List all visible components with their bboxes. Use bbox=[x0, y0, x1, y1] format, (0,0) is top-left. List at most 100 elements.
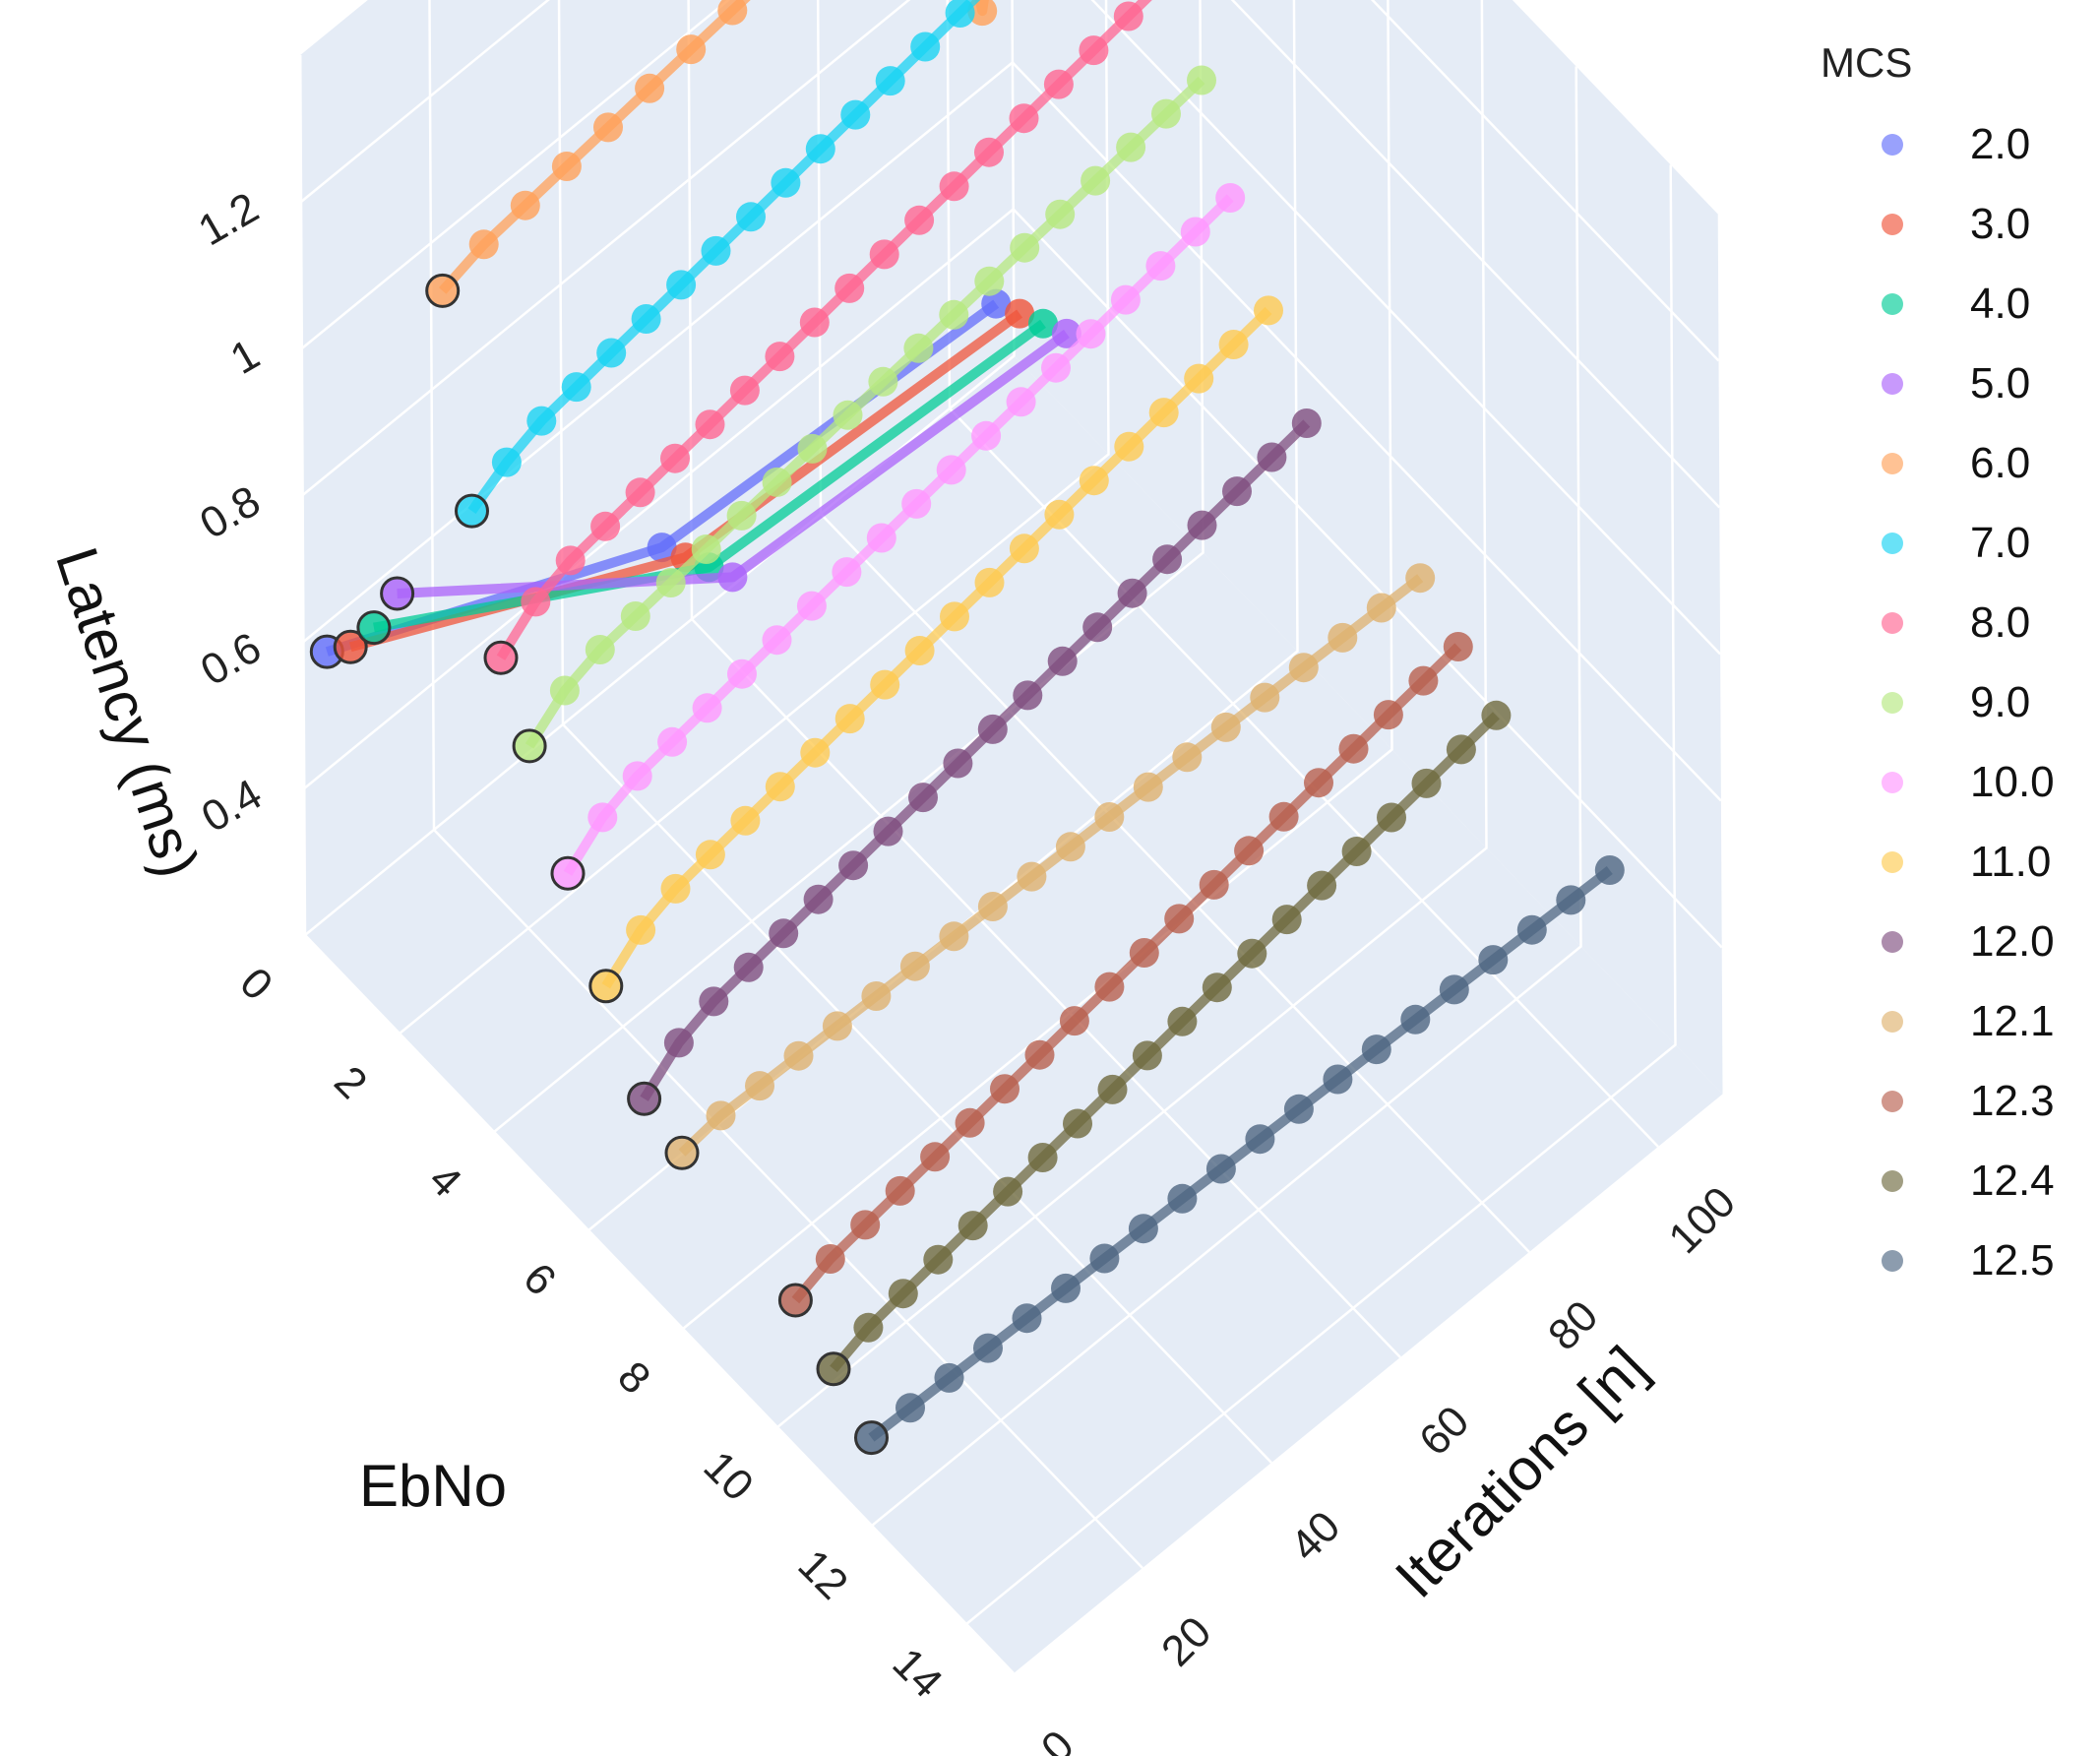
data-point[interactable] bbox=[870, 669, 900, 700]
data-point[interactable] bbox=[1005, 298, 1035, 329]
data-point[interactable] bbox=[1012, 1303, 1042, 1334]
data-point[interactable] bbox=[657, 726, 688, 757]
data-point[interactable] bbox=[974, 567, 1005, 597]
data-point[interactable] bbox=[1079, 466, 1109, 496]
data-point[interactable] bbox=[336, 632, 366, 662]
data-point[interactable] bbox=[1116, 132, 1146, 162]
data-point[interactable] bbox=[1439, 974, 1469, 1005]
data-point[interactable] bbox=[815, 1244, 845, 1274]
data-point[interactable] bbox=[888, 1279, 918, 1309]
data-point[interactable] bbox=[1132, 1040, 1162, 1071]
data-point[interactable] bbox=[1210, 712, 1241, 742]
data-point[interactable] bbox=[635, 73, 665, 103]
data-point[interactable] bbox=[1366, 593, 1396, 623]
data-point[interactable] bbox=[1215, 183, 1246, 213]
data-point[interactable] bbox=[666, 270, 697, 300]
data-point[interactable] bbox=[691, 534, 721, 564]
data-point[interactable] bbox=[1257, 442, 1287, 472]
data-point[interactable] bbox=[885, 1175, 915, 1206]
data-point[interactable] bbox=[920, 1142, 951, 1172]
data-point[interactable] bbox=[875, 66, 905, 96]
data-point[interactable] bbox=[940, 601, 969, 632]
data-point[interactable] bbox=[717, 562, 748, 593]
data-point[interactable] bbox=[427, 276, 458, 306]
data-point[interactable] bbox=[819, 1353, 848, 1384]
data-point[interactable] bbox=[717, 0, 748, 26]
data-point[interactable] bbox=[1443, 632, 1473, 661]
data-point[interactable] bbox=[990, 1074, 1019, 1104]
data-point[interactable] bbox=[1097, 1074, 1128, 1104]
data-point[interactable] bbox=[799, 307, 830, 338]
data-point[interactable] bbox=[1045, 199, 1076, 229]
data-point[interactable] bbox=[780, 1286, 811, 1315]
data-point[interactable] bbox=[993, 1176, 1023, 1207]
data-point[interactable] bbox=[1481, 700, 1512, 730]
data-point[interactable] bbox=[1017, 861, 1047, 892]
data-point[interactable] bbox=[1167, 1006, 1198, 1036]
data-point[interactable] bbox=[1218, 330, 1249, 359]
data-point[interactable] bbox=[1129, 938, 1159, 968]
data-point[interactable] bbox=[945, 0, 975, 28]
data-point[interactable] bbox=[1304, 768, 1333, 798]
data-point[interactable] bbox=[1187, 510, 1217, 540]
data-point[interactable] bbox=[1047, 646, 1078, 676]
data-point[interactable] bbox=[515, 730, 545, 761]
data-point[interactable] bbox=[551, 152, 582, 181]
data-point[interactable] bbox=[1288, 653, 1319, 683]
data-point[interactable] bbox=[1089, 1243, 1120, 1274]
data-point[interactable] bbox=[769, 918, 799, 949]
data-point[interactable] bbox=[869, 239, 899, 270]
data-point[interactable] bbox=[1013, 680, 1043, 711]
data-point[interactable] bbox=[625, 477, 655, 508]
data-point[interactable] bbox=[620, 601, 650, 631]
data-point[interactable] bbox=[1271, 905, 1302, 935]
data-point[interactable] bbox=[745, 1071, 774, 1101]
legend-item[interactable]: 9.0 bbox=[1821, 662, 2096, 742]
data-point[interactable] bbox=[730, 805, 761, 836]
data-point[interactable] bbox=[1028, 308, 1058, 339]
legend-item[interactable]: 12.3 bbox=[1821, 1061, 2096, 1141]
data-point[interactable] bbox=[1291, 408, 1322, 438]
data-point[interactable] bbox=[553, 858, 583, 889]
data-point[interactable] bbox=[1113, 1, 1143, 31]
data-point[interactable] bbox=[1405, 563, 1436, 594]
data-point[interactable] bbox=[1148, 398, 1179, 428]
data-point[interactable] bbox=[733, 952, 764, 982]
data-point[interactable] bbox=[800, 737, 831, 768]
data-point[interactable] bbox=[729, 375, 760, 406]
legend-item[interactable]: 12.0 bbox=[1821, 902, 2096, 981]
legend-item[interactable]: 3.0 bbox=[1821, 184, 2096, 264]
legend-item[interactable]: 2.0 bbox=[1821, 104, 2096, 184]
data-point[interactable] bbox=[1341, 837, 1372, 866]
data-point[interactable] bbox=[910, 31, 941, 62]
data-point[interactable] bbox=[840, 99, 871, 130]
data-point[interactable] bbox=[904, 636, 935, 665]
data-point[interactable] bbox=[1010, 232, 1040, 263]
data-point[interactable] bbox=[491, 447, 522, 477]
data-point[interactable] bbox=[1009, 533, 1039, 564]
data-point[interactable] bbox=[955, 1107, 985, 1138]
data-point[interactable] bbox=[1205, 1154, 1236, 1184]
legend-item[interactable]: 7.0 bbox=[1821, 503, 2096, 583]
data-point[interactable] bbox=[873, 816, 903, 847]
data-point[interactable] bbox=[695, 409, 725, 440]
data-point[interactable] bbox=[901, 488, 932, 519]
data-point[interactable] bbox=[939, 921, 969, 952]
data-point[interactable] bbox=[1202, 972, 1232, 1003]
data-point[interactable] bbox=[676, 34, 707, 65]
data-point[interactable] bbox=[822, 1011, 852, 1041]
legend-item[interactable]: 6.0 bbox=[1821, 423, 2096, 503]
legend-item[interactable]: 8.0 bbox=[1821, 583, 2096, 662]
data-point[interactable] bbox=[866, 523, 896, 553]
data-point[interactable] bbox=[510, 190, 540, 220]
data-point[interactable] bbox=[832, 557, 862, 588]
data-point[interactable] bbox=[1250, 682, 1280, 713]
data-point[interactable] bbox=[936, 455, 966, 485]
data-point[interactable] bbox=[861, 981, 892, 1011]
data-point[interactable] bbox=[549, 675, 580, 706]
data-point[interactable] bbox=[765, 342, 795, 372]
data-point[interactable] bbox=[1055, 832, 1085, 862]
data-point[interactable] bbox=[908, 783, 938, 813]
data-point[interactable] bbox=[1180, 217, 1210, 247]
